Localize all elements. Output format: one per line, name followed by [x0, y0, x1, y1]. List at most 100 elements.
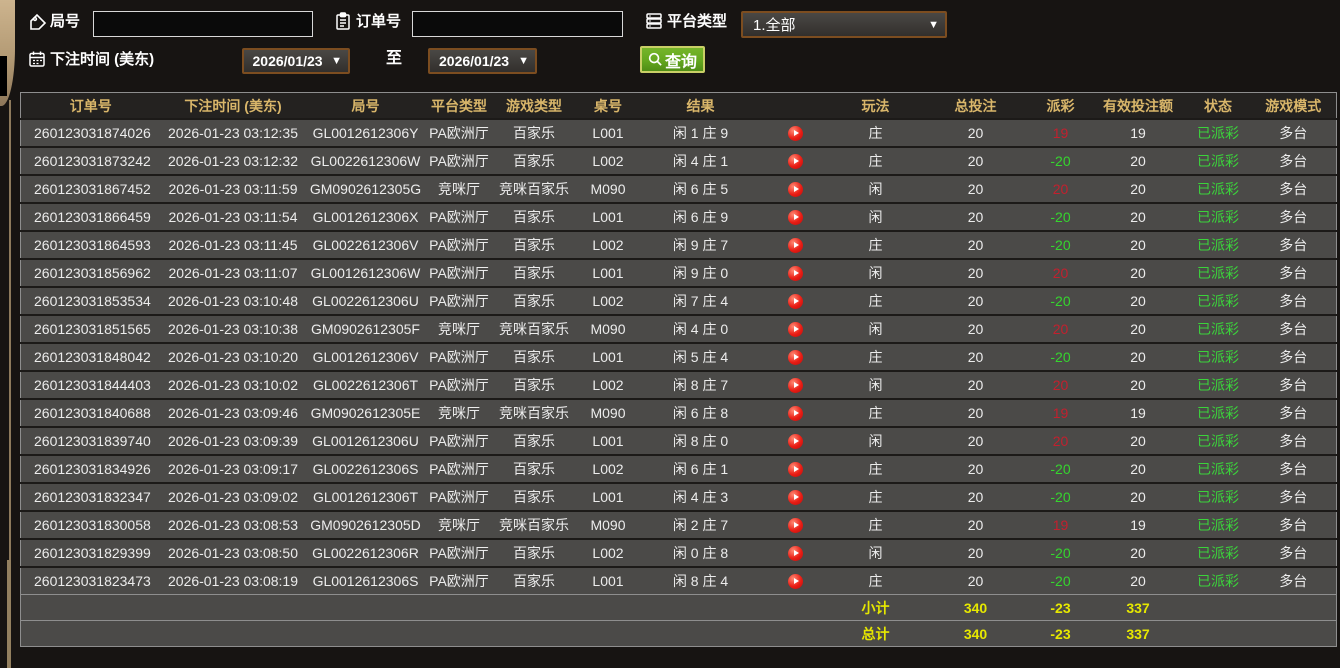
order-number-input[interactable]	[412, 11, 623, 37]
replay-cell[interactable]	[760, 258, 831, 287]
table-row: 260123031834926 2026-01-23 03:09:17 GL0022…	[20, 454, 1337, 483]
order-number-cell: 260123031856962	[20, 258, 161, 287]
game-mode-cell: 多台	[1250, 538, 1337, 567]
replay-play-icon[interactable]	[788, 574, 803, 590]
replay-play-icon[interactable]	[788, 434, 803, 450]
background-notch-decoration	[0, 56, 7, 96]
play-type-cell: 庄	[830, 342, 921, 371]
column-header: 玩法	[830, 92, 921, 120]
result-cell: 闲 6 庄 1	[640, 454, 761, 483]
replay-play-icon[interactable]	[788, 182, 803, 198]
replay-play-icon[interactable]	[788, 518, 803, 534]
status-cell: 已派彩	[1185, 286, 1251, 315]
play-type-cell: 闲	[830, 202, 921, 231]
game-type-cell: 百家乐	[492, 370, 576, 399]
game-mode-cell: 多台	[1250, 258, 1337, 287]
table-number-cell: L001	[575, 118, 641, 147]
total-row-total-bet: 340	[920, 620, 1031, 647]
replay-play-icon[interactable]	[788, 210, 803, 226]
bet-time-cell: 2026-01-23 03:12:32	[160, 146, 306, 175]
platform-type-cell: PA欧洲厅	[425, 202, 493, 231]
empty-cell	[1250, 620, 1337, 647]
replay-cell[interactable]	[760, 146, 831, 175]
replay-play-icon[interactable]	[788, 154, 803, 170]
status-cell: 已派彩	[1185, 146, 1251, 175]
replay-cell[interactable]	[760, 118, 831, 147]
round-number-cell: GL0022612306R	[305, 538, 426, 567]
replay-play-icon[interactable]	[788, 126, 803, 142]
empty-cell	[160, 594, 306, 621]
subtotal-row-label: 小计	[830, 594, 921, 621]
replay-cell[interactable]	[760, 230, 831, 259]
game-mode-cell: 多台	[1250, 146, 1337, 175]
replay-cell[interactable]	[760, 202, 831, 231]
replay-cell[interactable]	[760, 174, 831, 203]
replay-play-icon[interactable]	[788, 378, 803, 394]
replay-cell[interactable]	[760, 454, 831, 483]
total-bet-cell: 20	[920, 258, 1031, 287]
game-mode-cell: 多台	[1250, 314, 1337, 343]
round-number-input[interactable]	[93, 11, 313, 37]
status-cell: 已派彩	[1185, 426, 1251, 455]
date-from-value: 2026/01/23	[252, 53, 323, 69]
replay-play-icon[interactable]	[788, 406, 803, 422]
replay-play-icon[interactable]	[788, 322, 803, 338]
query-button[interactable]: 查询	[640, 46, 706, 73]
replay-cell[interactable]	[760, 426, 831, 455]
table-row: 260123031848042 2026-01-23 03:10:20 GL0012…	[20, 342, 1337, 371]
play-type-cell: 闲	[830, 370, 921, 399]
table-row: 260123031839740 2026-01-23 03:09:39 GL0012…	[20, 426, 1337, 455]
empty-cell	[640, 594, 761, 621]
replay-play-icon[interactable]	[788, 238, 803, 254]
game-type-cell: 竞咪百家乐	[492, 314, 576, 343]
date-to-select[interactable]: 2026/01/23 ▼	[428, 48, 537, 74]
status-cell: 已派彩	[1185, 454, 1251, 483]
table-number-cell: L002	[575, 454, 641, 483]
subtotal-row-payout: -23	[1030, 594, 1091, 621]
table-header-row: 订单号 下注时间 (美东) 局号 平台类型 游戏类型 桌号 结果 玩法 总投注 派彩 有效投注额 状态…	[20, 92, 1337, 120]
replay-play-icon[interactable]	[788, 462, 803, 478]
replay-cell[interactable]	[760, 510, 831, 539]
replay-cell[interactable]	[760, 398, 831, 427]
replay-play-icon[interactable]	[788, 546, 803, 562]
status-cell: 已派彩	[1185, 370, 1251, 399]
replay-play-icon[interactable]	[788, 350, 803, 366]
replay-cell[interactable]	[760, 286, 831, 315]
replay-cell[interactable]	[760, 370, 831, 399]
valid-bet-cell: 19	[1090, 510, 1186, 539]
replay-cell[interactable]	[760, 342, 831, 371]
order-number-cell: 260123031853534	[20, 286, 161, 315]
payout-cell: 20	[1030, 314, 1091, 343]
valid-bet-cell: 20	[1090, 482, 1186, 511]
play-type-cell: 闲	[830, 426, 921, 455]
replay-cell[interactable]	[760, 482, 831, 511]
total-bet-cell: 20	[920, 370, 1031, 399]
replay-play-icon[interactable]	[788, 266, 803, 282]
replay-play-icon[interactable]	[788, 294, 803, 310]
total-bet-cell: 20	[920, 230, 1031, 259]
platform-type-select[interactable]: 1.全部 ▼	[741, 11, 947, 38]
valid-bet-cell: 20	[1090, 202, 1186, 231]
table-row: 260123031830058 2026-01-23 03:08:53 GM0902…	[20, 510, 1337, 539]
platform-type-cell: 竞咪厅	[425, 398, 493, 427]
replay-cell[interactable]	[760, 314, 831, 343]
subtotal-row-total-bet: 340	[920, 594, 1031, 621]
replay-cell[interactable]	[760, 566, 831, 595]
payout-cell: -20	[1030, 482, 1091, 511]
table-row: 260123031823473 2026-01-23 03:08:19 GL0012…	[20, 566, 1337, 595]
replay-play-icon[interactable]	[788, 490, 803, 506]
replay-cell[interactable]	[760, 538, 831, 567]
status-cell: 已派彩	[1185, 314, 1251, 343]
play-type-cell: 庄	[830, 454, 921, 483]
order-number-cell: 260123031823473	[20, 566, 161, 595]
play-type-cell: 庄	[830, 146, 921, 175]
game-mode-cell: 多台	[1250, 370, 1337, 399]
date-from-select[interactable]: 2026/01/23 ▼	[242, 48, 350, 74]
status-cell: 已派彩	[1185, 202, 1251, 231]
bet-time-cell: 2026-01-23 03:11:59	[160, 174, 306, 203]
valid-bet-cell: 19	[1090, 398, 1186, 427]
play-type-cell: 庄	[830, 398, 921, 427]
bet-time-cell: 2026-01-23 03:10:38	[160, 314, 306, 343]
game-mode-cell: 多台	[1250, 510, 1337, 539]
column-header: 总投注	[920, 92, 1031, 120]
